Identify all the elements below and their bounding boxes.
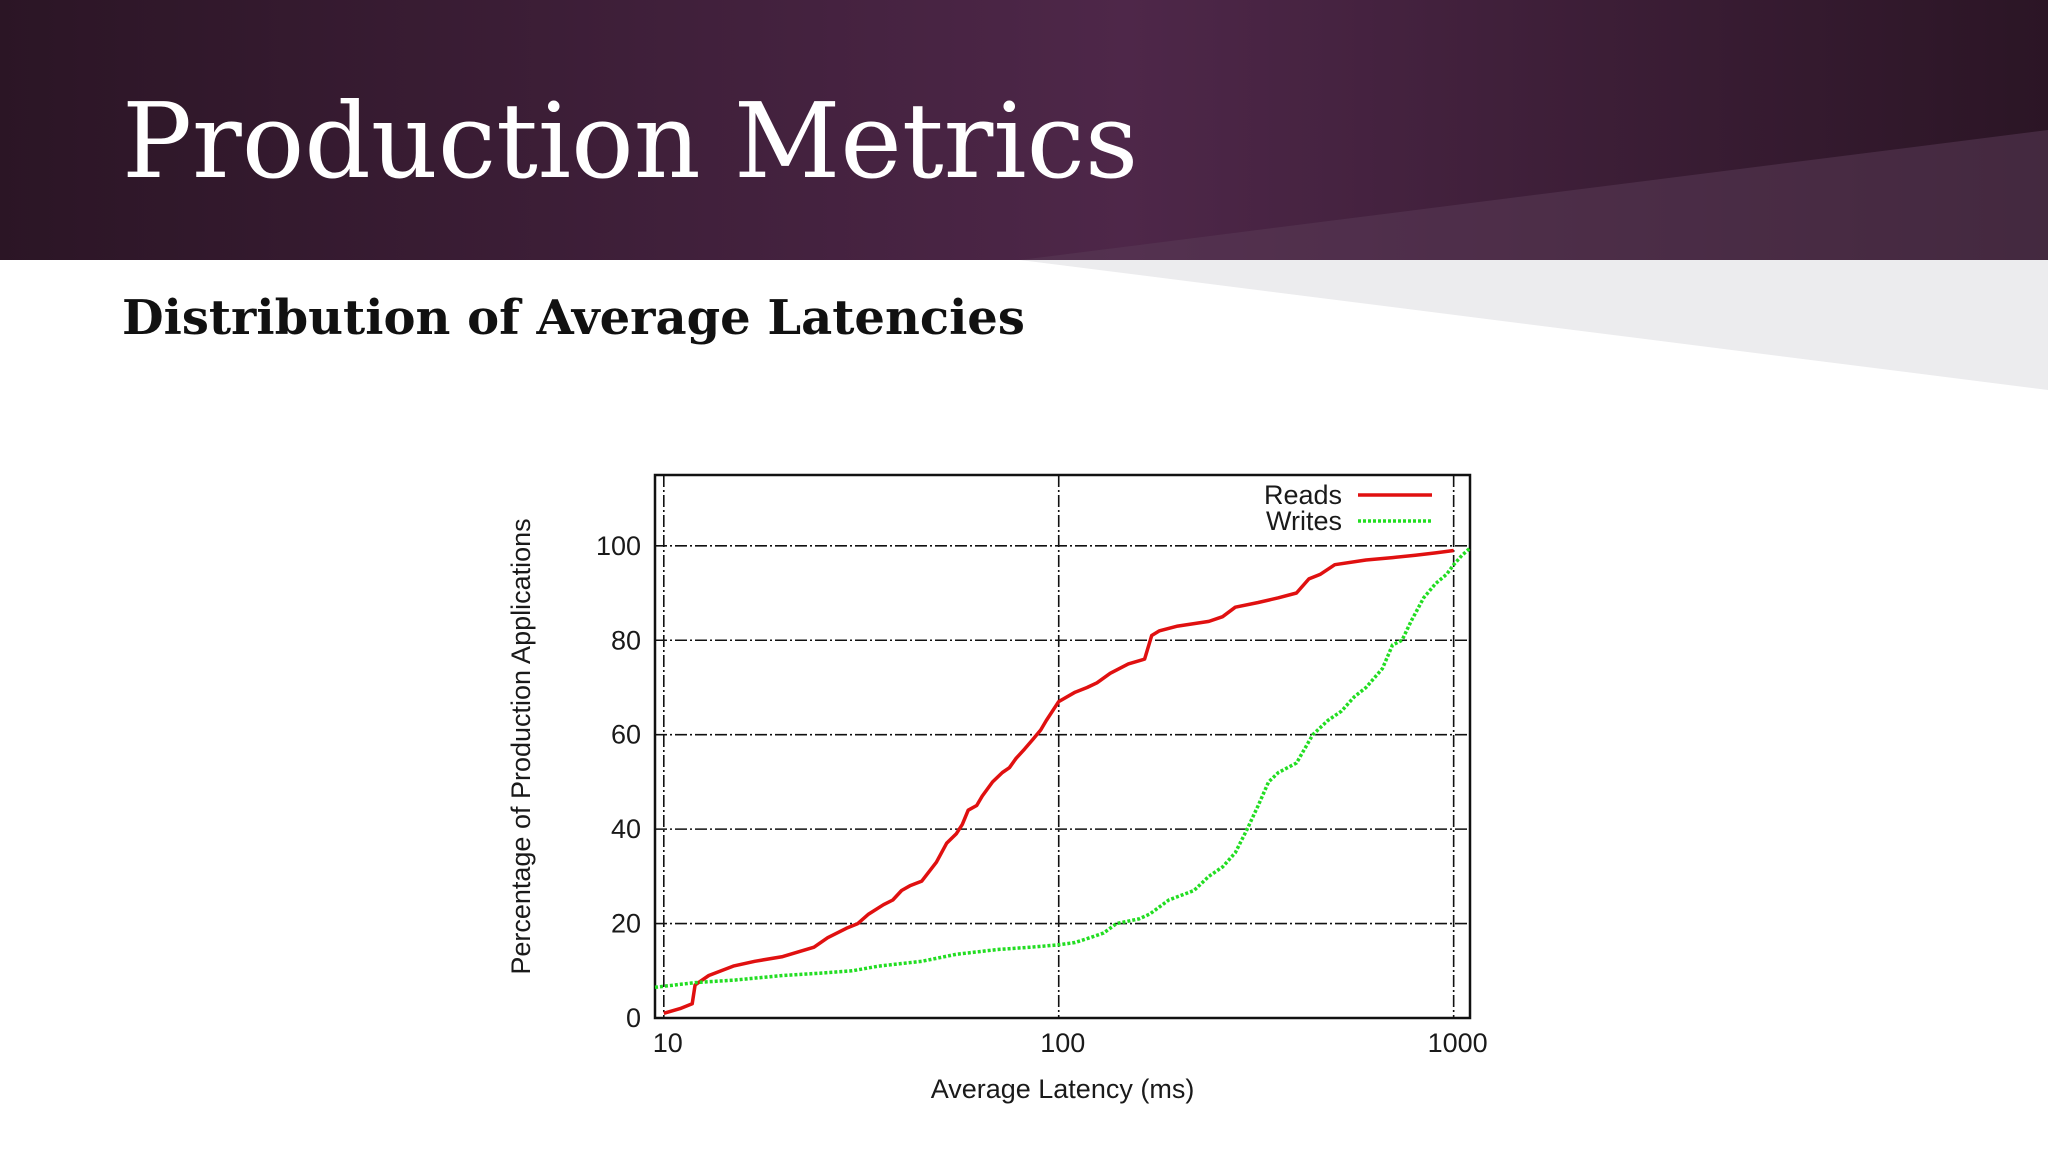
title-banner bbox=[0, 0, 2048, 390]
legend: Reads Writes bbox=[1264, 480, 1432, 536]
x-tick-label: 1000 bbox=[1428, 1028, 1488, 1058]
x-tick-label: 10 bbox=[653, 1028, 683, 1058]
y-tick-label: 40 bbox=[611, 814, 641, 844]
slide-subtitle: Distribution of Average Latencies bbox=[122, 290, 1025, 346]
y-tick-label: 100 bbox=[596, 531, 641, 561]
legend-label-reads: Reads bbox=[1264, 480, 1342, 510]
series-layer bbox=[654, 546, 1472, 1015]
y-tick-label: 20 bbox=[611, 909, 641, 939]
latency-cdf-chart: 0 20 40 60 80 100 10 100 1000 Average Latency (m… bbox=[506, 473, 1488, 1104]
slide-title: Production Metrics bbox=[122, 80, 1139, 202]
legend-label-writes: Writes bbox=[1266, 506, 1342, 536]
y-tick-label: 0 bbox=[626, 1003, 641, 1033]
plot-frame bbox=[653, 473, 1472, 1020]
y-tick-label: 60 bbox=[611, 720, 641, 750]
y-axis-title: Percentage of Production Applications bbox=[506, 518, 536, 974]
series-line-writes bbox=[654, 546, 1472, 990]
x-axis-title: Average Latency (ms) bbox=[931, 1074, 1195, 1104]
series-line-reads bbox=[663, 548, 1454, 1015]
x-tick-label: 100 bbox=[1040, 1028, 1085, 1058]
grid bbox=[655, 475, 1470, 1018]
tick-labels: 0 20 40 60 80 100 10 100 1000 bbox=[596, 531, 1488, 1058]
y-tick-label: 80 bbox=[611, 625, 641, 655]
